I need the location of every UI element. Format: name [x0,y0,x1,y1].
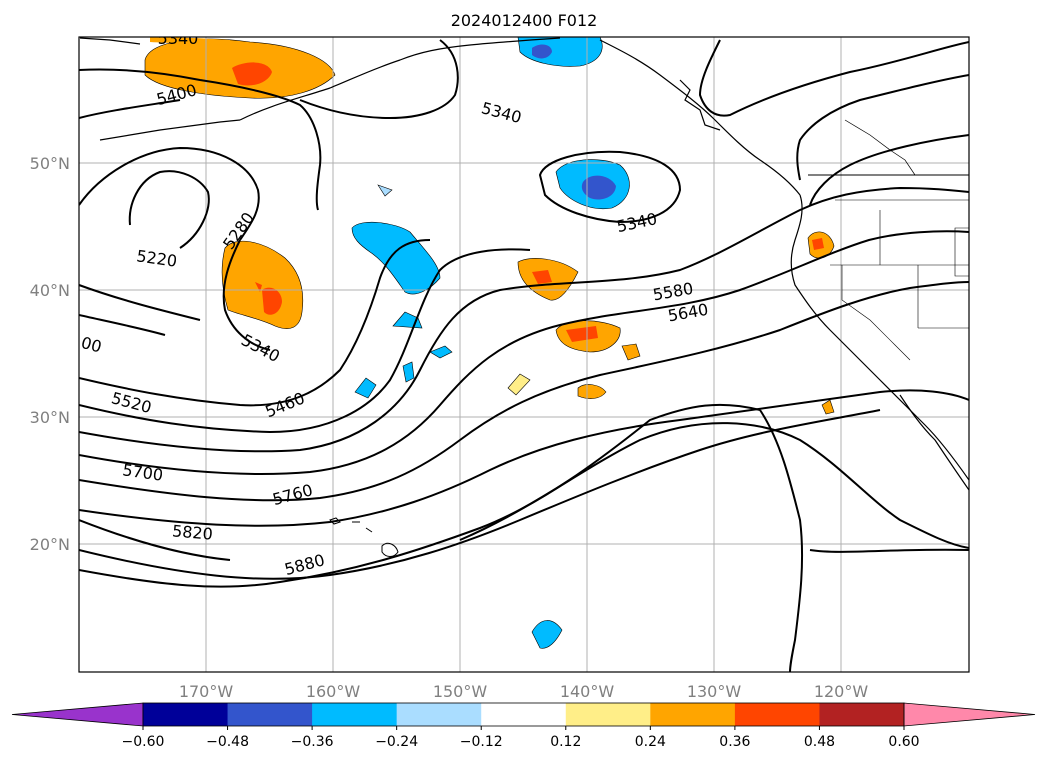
lon-label: 170°W [179,682,234,701]
colorbar-tick-label: −0.24 [375,734,418,750]
colorbar-bin [650,703,736,726]
lon-label: 160°W [306,682,361,701]
colorbar-tick-label: −0.36 [291,734,334,750]
map-title: 2024012400 F012 [451,11,598,30]
colorbar: −0.60 −0.48 −0.36 −0.24 −0.12 0.12 0.24 0.36 0.4… [11,702,1036,750]
contour-label: 5820 [171,521,213,543]
lon-label: 130°W [687,682,742,701]
colorbar-tick-label: −0.48 [206,734,249,750]
contour-label: 00 [79,333,104,357]
colorbar-bin [312,703,398,726]
colorbar-bin [565,703,651,726]
lat-label: 20°N [30,535,70,554]
colorbar-tick-label: 0.36 [719,734,750,750]
height-contours [79,39,969,672]
colorbar-bin [734,703,820,726]
colorbar-bin [396,703,482,726]
lat-label: 40°N [30,281,70,300]
lat-label: 50°N [30,154,70,173]
latitude-labels: 50°N 40°N 30°N 20°N [30,154,70,554]
lon-label: 140°W [560,682,615,701]
lon-label: 120°W [814,682,869,701]
lon-label: 150°W [433,682,488,701]
map-area: 5340 5400 5340 5340 5280 5220 5340 5580 … [79,29,969,672]
colorbar-under-arrow [11,702,144,727]
colorbar-tick-label: 0.12 [550,734,581,750]
colorbar-bin [227,703,313,726]
colorbar-over-arrow [903,702,1036,727]
lat-label: 30°N [30,408,70,427]
longitude-labels: 170°W 160°W 150°W 140°W 130°W 120°W [179,682,869,701]
colorbar-bin [481,703,567,726]
colorbar-bin [819,703,905,726]
colorbar-tick-label: 0.24 [635,734,666,750]
contour-label: 5340 [158,29,199,48]
colorbar-tick-label: 0.48 [804,734,835,750]
gridlines [79,37,969,672]
shaded-field [144,37,835,649]
colorbar-tick-label: −0.12 [460,734,503,750]
colorbar-tick-label: −0.60 [122,734,165,750]
colorbar-tick-label: 0.60 [888,734,919,750]
map-frame [78,36,970,673]
colorbar-bin [143,703,229,726]
